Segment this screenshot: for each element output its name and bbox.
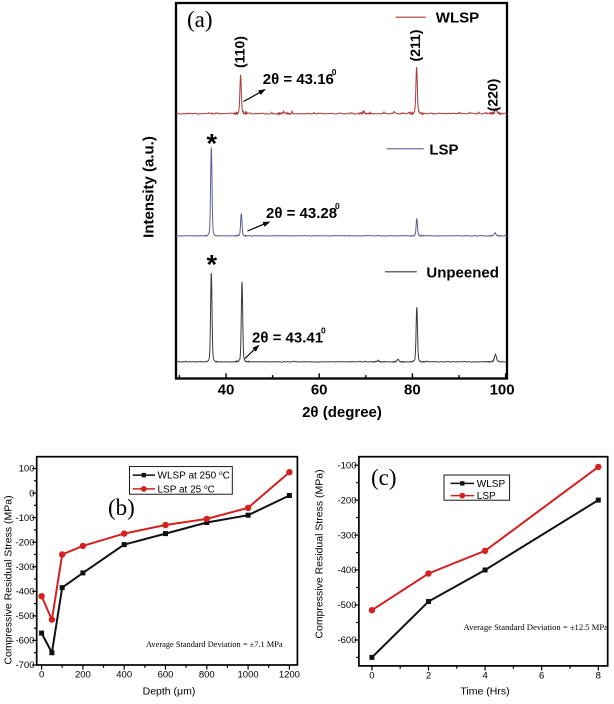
svg-text:-300: -300 xyxy=(15,562,34,573)
svg-text:600: 600 xyxy=(158,670,174,681)
svg-text:2θ = 43.41: 2θ = 43.41 xyxy=(252,330,323,347)
svg-text:-100: -100 xyxy=(337,460,356,471)
svg-text:(220): (220) xyxy=(485,79,501,112)
svg-text:Time (Hrs): Time (Hrs) xyxy=(460,686,509,698)
svg-text:8: 8 xyxy=(596,671,601,682)
svg-text:(c): (c) xyxy=(371,465,397,490)
svg-text:100: 100 xyxy=(490,382,515,399)
svg-text:4: 4 xyxy=(482,671,487,682)
svg-text:-500: -500 xyxy=(15,611,34,622)
svg-text:0: 0 xyxy=(321,326,326,336)
svg-text:Compressive Residual Stress (M: Compressive Residual Stress (MPa) xyxy=(3,495,15,664)
svg-text:1000: 1000 xyxy=(238,670,259,681)
svg-text:2: 2 xyxy=(426,671,431,682)
svg-text:0: 0 xyxy=(29,488,34,499)
svg-text:-100: -100 xyxy=(15,513,34,524)
svg-text:-400: -400 xyxy=(15,587,34,598)
svg-text:Depth (μm): Depth (μm) xyxy=(143,686,196,698)
svg-text:200: 200 xyxy=(75,670,91,681)
svg-text:40: 40 xyxy=(218,382,235,399)
svg-text:-600: -600 xyxy=(337,635,356,646)
svg-text:1200: 1200 xyxy=(279,670,300,681)
svg-text:-400: -400 xyxy=(337,565,356,576)
svg-text:(211): (211) xyxy=(407,30,423,62)
svg-text:LSP at 25 oC: LSP at 25 oC xyxy=(158,484,215,496)
svg-text:-200: -200 xyxy=(15,537,34,548)
svg-text:-200: -200 xyxy=(337,495,356,506)
svg-text:Compressive Residual Stress (M: Compressive Residual Stress (MPa) xyxy=(314,469,326,638)
svg-text:LSP: LSP xyxy=(429,141,458,158)
svg-text:Average Standard Deviation = ±: Average Standard Deviation = ±12.5 MPa xyxy=(464,622,609,632)
svg-text:0: 0 xyxy=(369,671,374,682)
svg-text:80: 80 xyxy=(404,382,421,399)
svg-text:(b): (b) xyxy=(108,495,135,520)
svg-text:400: 400 xyxy=(116,670,132,681)
svg-text:(a): (a) xyxy=(187,7,213,32)
svg-text:-600: -600 xyxy=(15,636,34,647)
svg-text:6: 6 xyxy=(539,671,544,682)
svg-text:-700: -700 xyxy=(15,660,34,671)
svg-text:0: 0 xyxy=(332,67,337,77)
svg-text:*: * xyxy=(207,250,218,280)
svg-text:2θ = 43.16: 2θ = 43.16 xyxy=(263,71,334,88)
svg-text:Intensity (a.u.): Intensity (a.u.) xyxy=(141,136,158,238)
svg-text:0: 0 xyxy=(39,670,44,681)
svg-text:WLSP: WLSP xyxy=(436,10,479,27)
svg-text:-300: -300 xyxy=(337,530,356,541)
svg-text:LSP: LSP xyxy=(477,491,496,502)
svg-text:WLSP at 250 oC: WLSP at 250 oC xyxy=(158,470,230,482)
svg-text:(110): (110) xyxy=(232,36,248,68)
svg-text:WLSP: WLSP xyxy=(477,479,506,490)
svg-text:60: 60 xyxy=(311,382,328,399)
svg-text:0: 0 xyxy=(335,201,340,211)
svg-text:Average Standard Deviation = ±: Average Standard Deviation = ±7.1 MPa xyxy=(146,640,283,649)
svg-text:2θ = 43.28: 2θ = 43.28 xyxy=(266,205,337,222)
svg-text:-500: -500 xyxy=(337,600,356,611)
svg-text:*: * xyxy=(207,128,218,158)
svg-text:800: 800 xyxy=(199,670,215,681)
svg-text:Unpeened: Unpeened xyxy=(426,264,499,281)
svg-text:2θ (degree): 2θ (degree) xyxy=(302,404,382,421)
svg-text:100: 100 xyxy=(19,464,35,475)
